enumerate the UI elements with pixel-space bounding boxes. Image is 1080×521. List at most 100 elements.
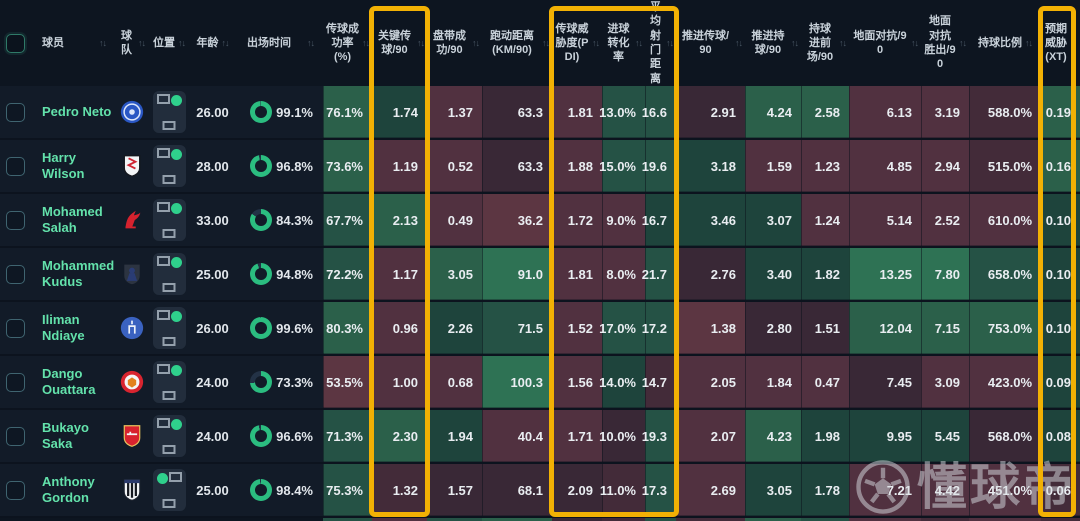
sort-icon-team[interactable]: ↑↓ [138,37,146,48]
sort-icon-possession-share[interactable]: ↑↓ [1025,37,1033,48]
position-cell [148,464,190,516]
column-header-age[interactable]: 年龄 ↑↓ [190,0,235,86]
player-name-cell[interactable]: Dango Ouattara [30,356,115,408]
stat-value: 53.5% [326,374,363,390]
column-header-shot-distance[interactable]: 平均射门距离 ↑↓ [645,0,676,86]
player-name-cell[interactable]: Mohamed Salah [30,194,115,246]
stat-value: 568.0% [987,428,1032,444]
sort-icon-player[interactable]: ↑↓ [99,37,107,48]
row-checkbox[interactable] [5,480,25,500]
stat-cell-pdi: 1.72 [552,194,602,246]
table-row: Bukayo Saka 24.00 96.6% 71.3% 2.30 1.94 40.4 1.… [0,410,1080,464]
column-header-key-passes[interactable]: 关键传球/90 ↑↓ [372,0,427,86]
stat-value: 2.05 [710,374,736,390]
sort-icon-position[interactable]: ↑↓ [178,37,186,48]
column-header-xt[interactable]: 预期威胁(XT) ↓ [1041,0,1080,86]
select-cell [0,356,30,408]
column-header-label: 位置 [153,36,175,49]
stat-cell-distance: 40.4 [482,410,552,462]
sort-icon-conversion[interactable]: ↑↓ [635,37,643,48]
select-cell [0,140,30,192]
position-dot [170,419,182,430]
sort-icon-prog-carries[interactable]: ↑↓ [791,37,799,48]
sort-icon-distance[interactable]: ↑↓ [542,37,550,48]
stat-value: 13.0% [599,104,636,120]
column-header-prog-carries[interactable]: 推进持球/90 ↑↓ [745,0,801,86]
column-header-possession-share[interactable]: 持球比例 ↑↓ [969,0,1041,86]
stat-value: 2.91 [710,104,736,120]
stat-value: 68.1 [517,482,543,498]
sort-icon-age[interactable]: ↑↓ [221,37,230,48]
column-header-prog-passes[interactable]: 推进传球/90 ↑↓ [676,0,745,86]
stat-value: 1.88 [567,158,593,174]
sort-icon-key-passes[interactable]: ↑↓ [417,37,425,48]
player-name-cell[interactable]: Bukayo Saka [30,410,115,462]
player-name-cell[interactable]: Iliman Ndiaye [30,302,115,354]
column-header-label: 跑动距离(KM/90) [490,29,534,56]
column-header-position[interactable]: 位置 ↑↓ [148,0,190,86]
row-checkbox[interactable] [5,156,25,176]
sort-icon-shot-distance[interactable]: ↑↓ [666,37,674,48]
column-header-carries-final-third[interactable]: 持球进前场/90 ↑↓ [801,0,849,86]
column-header-dribbles[interactable]: 盘带成功/90 ↑↓ [427,0,482,86]
age-value: 24.00 [196,428,229,444]
goal-box-icon [162,391,176,400]
column-header-ground-duels-won[interactable]: 地面对抗胜出/90 ↑↓ [921,0,969,86]
column-header-time[interactable]: 出场时间 ↑↓ [235,0,323,86]
row-checkbox[interactable] [5,372,25,392]
stat-cell-pass-accuracy: 76.1% [323,86,372,138]
row-checkbox[interactable] [5,318,25,338]
column-header-player[interactable]: 球员 ↑↓ [30,0,115,86]
stat-value: 1.71 [567,428,593,444]
stat-value: 0.10 [1045,266,1071,282]
row-checkbox[interactable] [5,210,25,230]
playing-time-value: 73.3% [276,374,313,390]
column-header-distance[interactable]: 跑动距离(KM/90) ↑↓ [482,0,552,86]
row-checkbox[interactable] [5,264,25,284]
sort-icon-time[interactable]: ↑↓ [307,37,315,48]
peek-cell [921,518,969,521]
sort-icon-ground-duels[interactable]: ↑↓ [911,37,919,48]
row-checkbox[interactable] [5,102,25,122]
goal-box-icon [162,229,176,238]
sort-icon-prog-passes[interactable]: ↑↓ [735,37,743,48]
sort-icon-pass-accuracy[interactable]: ↑↓ [362,37,370,48]
column-header-pdi[interactable]: 传球威胁度(PDI) ↑↓ [552,0,602,86]
player-name-cell[interactable]: Harry Wilson [30,140,115,192]
column-header-label: 地面对抗胜出/90 [924,15,956,71]
stat-value: 17.0% [599,320,636,336]
position-cell [148,86,190,138]
playing-time-value: 98.4% [276,482,313,498]
goal-box-icon [162,499,176,508]
row-checkbox[interactable] [5,426,25,446]
sort-icon-dribbles[interactable]: ↑↓ [472,37,480,48]
stat-value: 5.45 [934,428,960,444]
sort-desc-icon-xt[interactable]: ↓ [1070,36,1077,50]
stat-value: 423.0% [987,374,1032,390]
select-all-checkbox[interactable] [5,33,25,53]
column-header-conversion[interactable]: 进球转化率 ↑↓ [602,0,645,86]
column-header-ground-duels[interactable]: 地面对抗/90 ↑↓ [849,0,921,86]
team-cell [115,248,148,300]
player-name-cell[interactable]: Anthony Gordon [30,464,115,516]
stat-cell-key-passes: 1.00 [372,356,427,408]
column-header-pass-accuracy[interactable]: 传球成功率(%) ↑↓ [323,0,372,86]
stat-value: 17.2 [641,320,667,336]
player-name-cell[interactable]: Mohammed Kudus [30,248,115,300]
column-header-label: 持球进前场/90 [806,22,834,64]
player-name: Harry Wilson [42,149,85,181]
player-name-cell[interactable]: Pedro Neto [30,86,115,138]
stat-cell-prog-passes: 2.69 [676,464,745,516]
stat-cell-conversion: 10.0% [599,410,645,462]
column-header-team[interactable]: 球队 ↑↓ [115,0,148,86]
stat-cell-pass-accuracy: 71.3% [323,410,372,462]
stat-cell-xt: 0.19 [1041,86,1080,138]
stat-value: 0.08 [1045,428,1071,444]
stat-cell-conversion: 13.0% [599,86,645,138]
sort-icon-pdi[interactable]: ↑↓ [592,37,600,48]
sort-icon-ground-duels-won[interactable]: ↑↓ [959,37,967,48]
stat-cell-pass-accuracy: 72.2% [323,248,372,300]
stat-value: 16.7 [641,212,667,228]
stat-value: 1.94 [447,428,473,444]
sort-icon-carries-final-third[interactable]: ↑↓ [839,37,847,48]
